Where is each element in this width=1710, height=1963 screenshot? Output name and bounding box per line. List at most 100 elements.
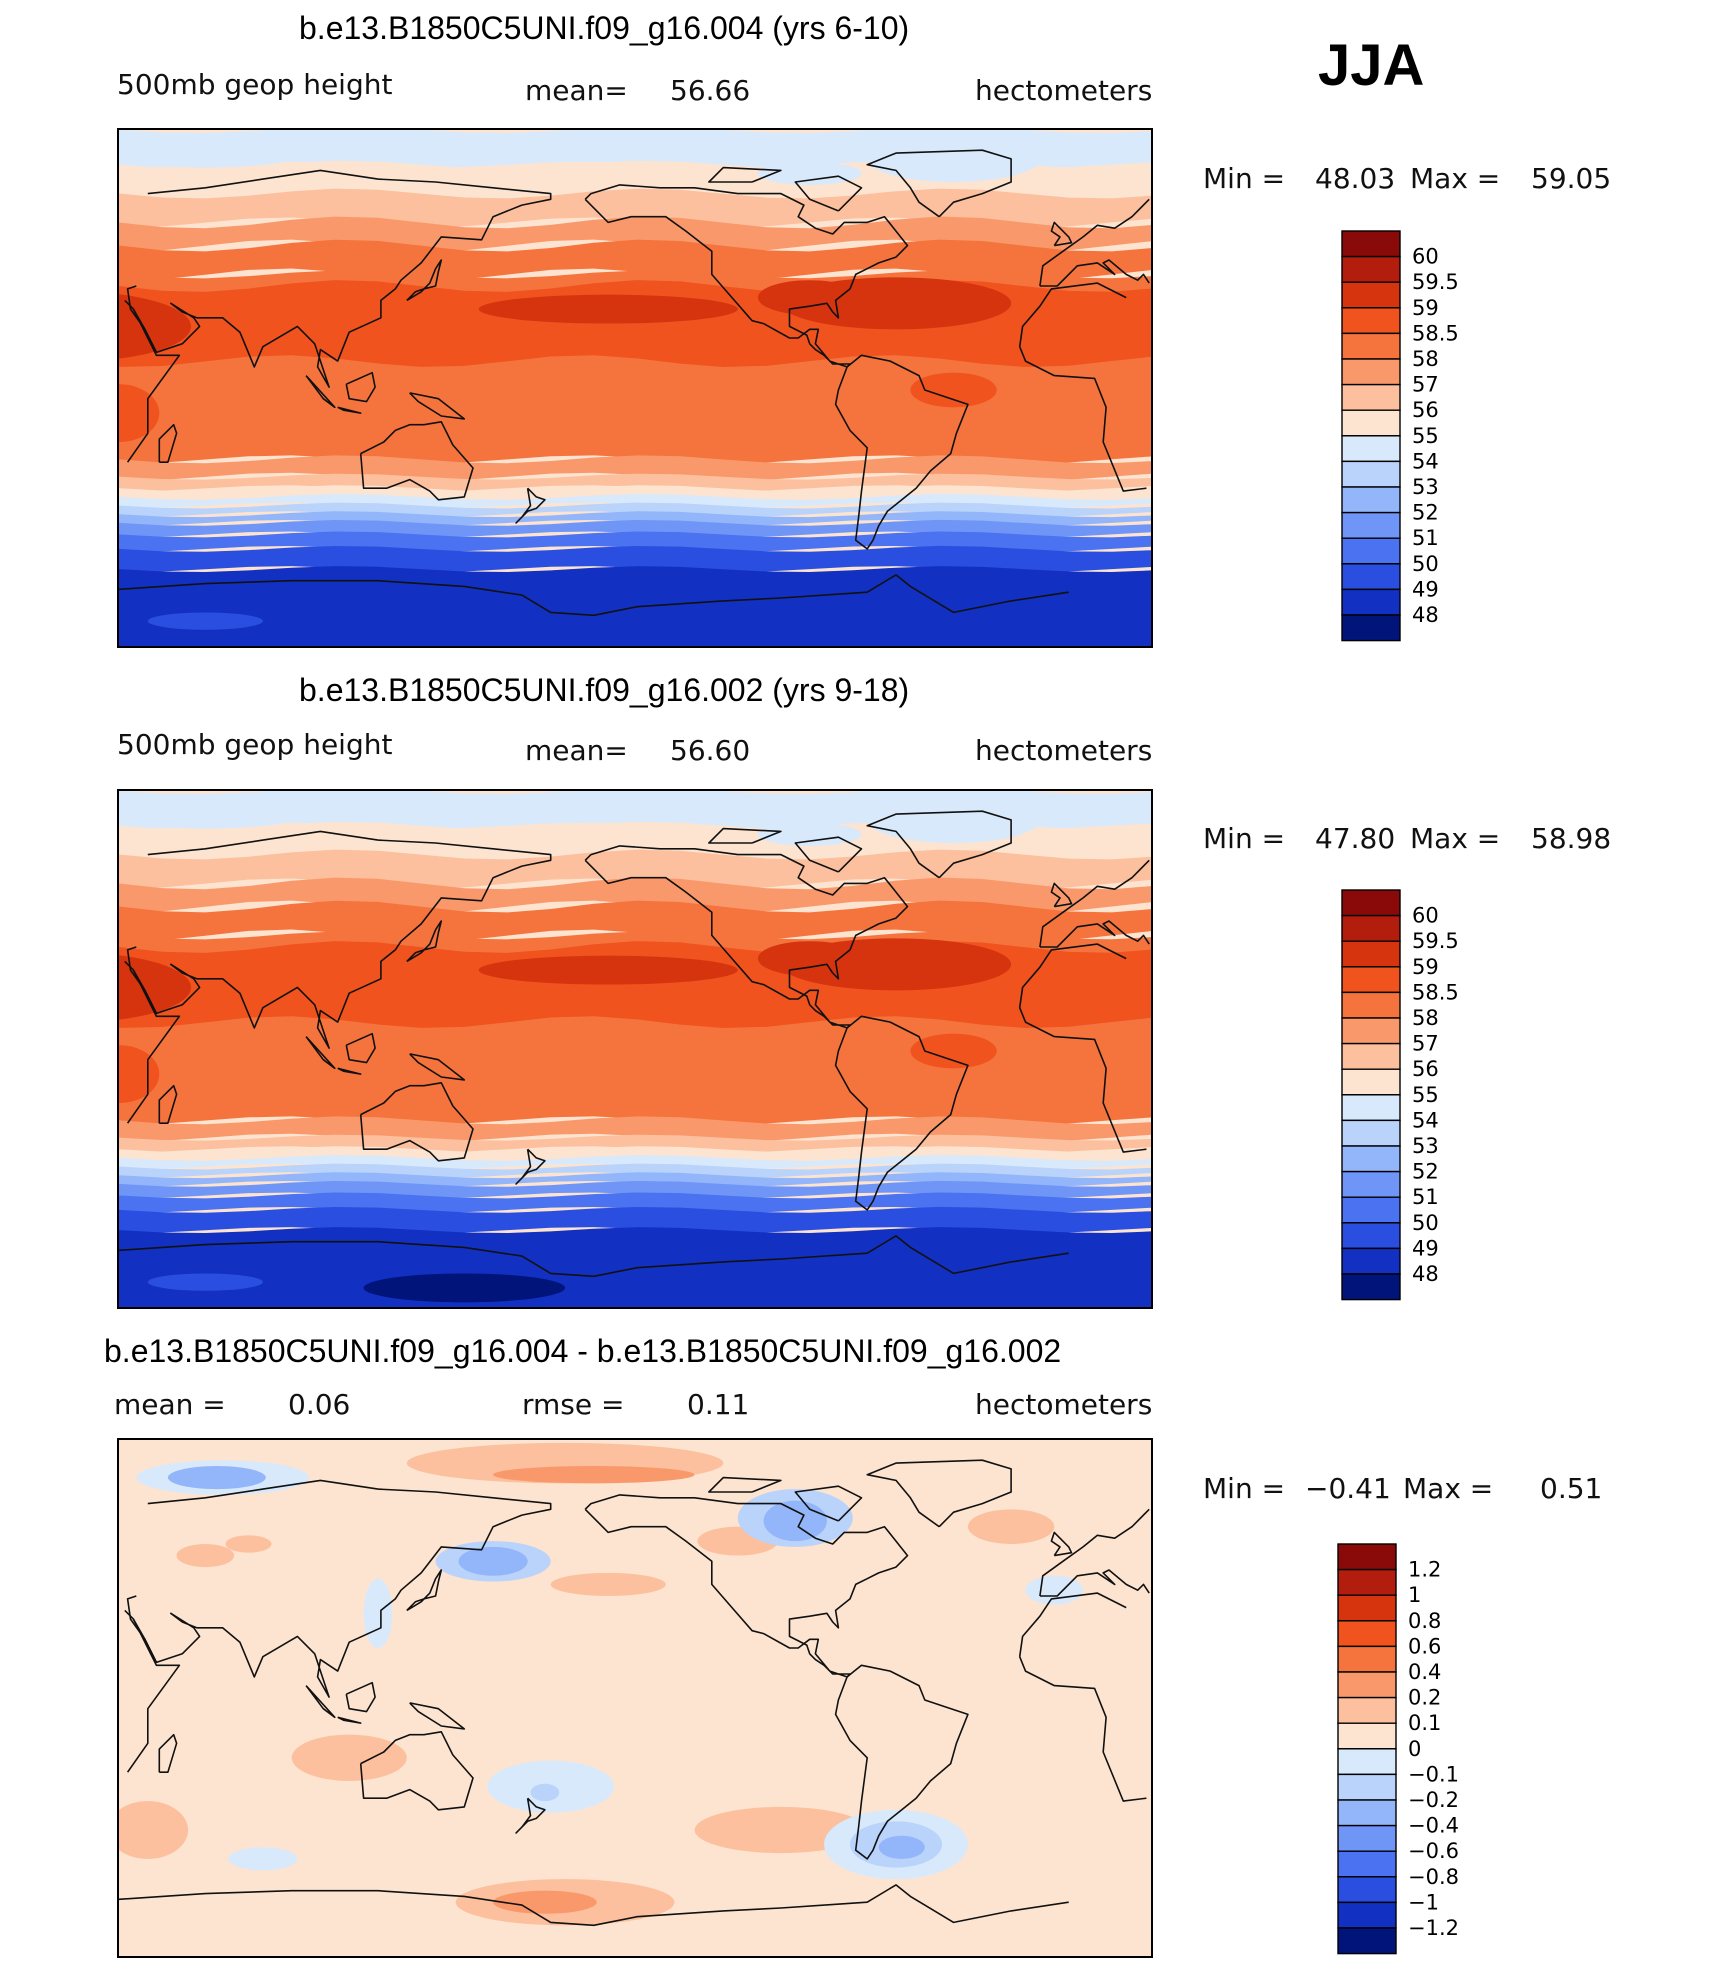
panel2-max-label: Max = — [1410, 822, 1501, 855]
contour-region — [550, 1572, 666, 1596]
panel3-mean-value: 0.06 — [288, 1388, 351, 1421]
colorbar-tick-label: 54 — [1412, 1108, 1439, 1132]
coastline — [132, 308, 158, 353]
colorbar-swatch — [1341, 563, 1401, 591]
coastline — [124, 943, 1147, 1153]
coastline — [124, 1592, 1147, 1802]
coastline — [515, 1797, 546, 1834]
coastline — [337, 1067, 362, 1075]
contour-region — [763, 1500, 827, 1542]
coastline — [409, 1702, 466, 1730]
colorbar-tick-label: 0.2 — [1408, 1686, 1441, 1710]
contour-region — [967, 1509, 1055, 1544]
colorbar-swatch — [1341, 460, 1401, 488]
coastline — [126, 830, 1150, 1049]
colorbar-tick-label: −1.2 — [1408, 1916, 1459, 1940]
colorbar-tick-label: 48 — [1412, 603, 1439, 627]
contour-region — [119, 1801, 189, 1859]
contour-region — [910, 1033, 997, 1069]
panel3-map — [117, 1438, 1153, 1958]
coastline — [866, 1459, 1012, 1528]
coastline — [584, 845, 909, 1029]
colorbar-tick-label: −0.2 — [1408, 1788, 1459, 1812]
colorbar-tick-label: 0.1 — [1408, 1711, 1441, 1735]
panel3-max-value: 0.51 — [1540, 1472, 1603, 1505]
coastline — [515, 1148, 546, 1185]
colorbar-tick-label: 50 — [1412, 1211, 1439, 1235]
colorbar-tick-label: 54 — [1412, 449, 1439, 473]
coastline — [834, 1664, 969, 1860]
panel3-rmse-label: rmse = — [522, 1388, 625, 1421]
contour-region — [119, 955, 191, 1020]
contour-region — [878, 1835, 925, 1859]
colorbar-swatch — [1341, 1068, 1401, 1096]
coastline — [158, 1733, 178, 1773]
colorbar-tick-label: −0.8 — [1408, 1865, 1459, 1889]
colorbar-swatch — [1341, 614, 1401, 642]
colorbar-swatch — [1337, 1876, 1397, 1904]
colorbar-swatch — [1337, 1850, 1397, 1878]
colorbar-swatch — [1341, 486, 1401, 514]
contour-region — [167, 1466, 266, 1490]
colorbar-swatch — [1341, 1170, 1401, 1198]
contour-region — [147, 612, 263, 630]
panel1-max-value: 59.05 — [1531, 162, 1612, 195]
panel3-mean-label: mean = — [114, 1388, 226, 1421]
coastline — [406, 920, 443, 963]
panel3-min-label: Min = — [1203, 1472, 1286, 1505]
colorbar-tick-label: 55 — [1412, 1083, 1439, 1107]
colorbar-swatch — [1341, 991, 1401, 1019]
coastline — [119, 1884, 1069, 1927]
colorbar-swatch — [1341, 1273, 1401, 1301]
contour-band — [119, 849, 1151, 889]
contour-region — [1025, 1575, 1084, 1605]
coastline — [708, 1476, 782, 1493]
colorbar-swatch — [1337, 1671, 1397, 1699]
colorbar-swatch — [1337, 1543, 1397, 1571]
colorbar-tick-label: 0.4 — [1408, 1660, 1441, 1684]
coastline — [409, 1053, 466, 1081]
contour-band — [119, 545, 1151, 573]
colorbar-swatch — [1341, 588, 1401, 616]
panel2-map-svg — [119, 791, 1151, 1307]
colorbar-tick-label: 58.5 — [1412, 321, 1459, 345]
colorbar-tick-label: −0.6 — [1408, 1839, 1459, 1863]
coastline — [305, 375, 336, 409]
contour-region — [867, 796, 1040, 843]
coastline — [794, 836, 863, 873]
contour-region — [478, 294, 738, 324]
colorbar-swatch — [1337, 1901, 1397, 1929]
colorbar-tick-label: 59.5 — [1412, 270, 1459, 294]
colorbar-tick-label: 1 — [1408, 1583, 1421, 1607]
coastline — [866, 810, 1012, 879]
contour-band — [119, 455, 1151, 481]
panel2-min-value: 47.80 — [1315, 822, 1396, 855]
contour-region — [176, 1544, 235, 1568]
coastline — [359, 421, 474, 501]
coastline — [345, 1681, 376, 1713]
colorbar-swatch — [1341, 1094, 1401, 1122]
panel2-title: b.e13.B1850C5UNI.f09_g16.002 (yrs 9-18) — [299, 672, 910, 708]
contour-region — [757, 822, 862, 846]
colorbar-tick-label: 0.6 — [1408, 1634, 1441, 1658]
coastline — [406, 1569, 443, 1612]
contour-region — [757, 161, 862, 185]
coastline — [158, 1084, 178, 1124]
contour-region — [493, 1466, 695, 1484]
panel3-min-value: −0.41 — [1305, 1472, 1391, 1505]
contour-region — [225, 1535, 272, 1553]
colorbar-tick-label: 0 — [1408, 1737, 1421, 1761]
panel1-map-svg — [119, 130, 1151, 646]
coastline — [337, 406, 362, 414]
contour-region — [910, 372, 997, 408]
colorbar-swatch — [1341, 1196, 1401, 1224]
colorbar-tick-label: 59 — [1412, 296, 1439, 320]
colorbar-tick-label: 56 — [1412, 1057, 1439, 1081]
panel1-mean-value: 56.66 — [670, 74, 751, 107]
contour-region — [867, 135, 1040, 182]
colorbar-swatch — [1341, 914, 1401, 942]
coastline — [794, 1485, 863, 1522]
panel3-colorbar: 1.210.80.60.40.20.10−0.1−0.2−0.4−0.6−0.8… — [1337, 1543, 1459, 1955]
contour-region — [530, 1783, 560, 1802]
